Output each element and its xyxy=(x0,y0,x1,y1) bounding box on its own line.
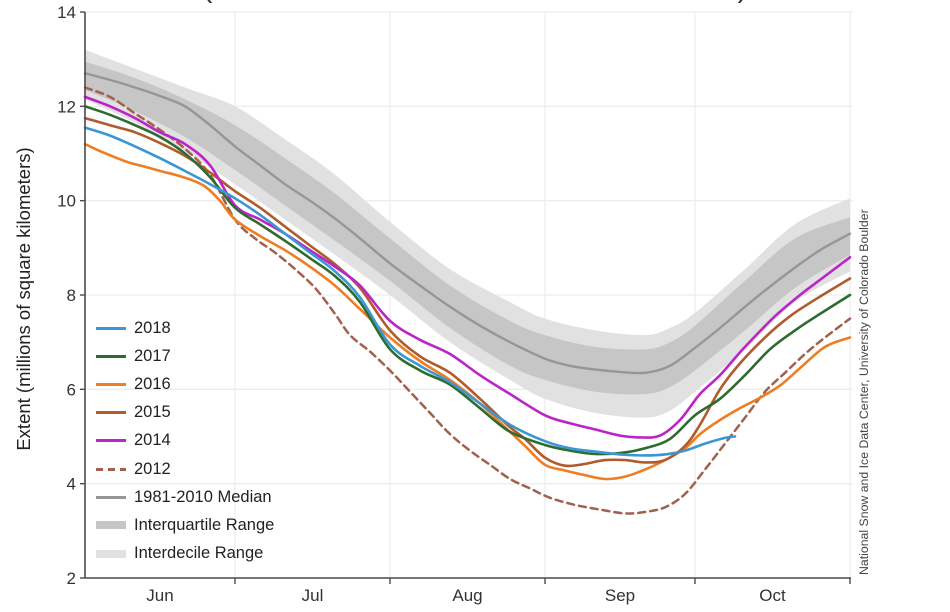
legend-item-2012[interactable]: 2012 xyxy=(96,455,274,483)
series-2017-line[interactable] xyxy=(83,105,852,456)
legend-label-2014: 2014 xyxy=(134,431,171,450)
legend-swatch-2016 xyxy=(96,382,126,386)
interdecile-band xyxy=(85,49,850,418)
y-tick-label: 4 xyxy=(67,475,76,494)
legend-swatch-2018 xyxy=(96,326,126,330)
attribution-text: National Snow and Ice Data Center, Unive… xyxy=(857,209,871,575)
series-2018-line[interactable] xyxy=(83,126,737,457)
legend-swatch-median xyxy=(96,495,126,499)
y-tick-label: 14 xyxy=(57,3,76,22)
legend-item-median[interactable]: 1981-2010 Median xyxy=(96,483,274,511)
legend-label-iqr: Interquartile Range xyxy=(134,515,275,534)
legend-swatch-2017 xyxy=(96,354,126,358)
x-tick-label-aug: Aug xyxy=(452,586,482,605)
y-tick-label: 6 xyxy=(67,380,76,399)
y-tick-label: 8 xyxy=(67,286,76,305)
chart-title-clipped: (Area of ocean with at least 15% sea ice… xyxy=(0,0,950,3)
legend-item-2017[interactable]: 2017 xyxy=(96,342,274,370)
legend-swatch-2012 xyxy=(96,467,126,471)
legend-swatch-idr xyxy=(96,549,126,558)
series-2014-line[interactable] xyxy=(83,95,852,439)
x-tick-label-jun: Jun xyxy=(146,586,173,605)
interquartile-band xyxy=(85,61,850,395)
legend-swatch-2015 xyxy=(96,411,126,415)
legend-label-idr: Interdecile Range xyxy=(134,544,264,563)
legend-label-2017: 2017 xyxy=(134,346,171,365)
legend-label-2018: 2018 xyxy=(134,318,171,337)
legend-label-median: 1981-2010 Median xyxy=(134,487,272,506)
y-tick-label: 12 xyxy=(57,97,76,116)
legend-label-2015: 2015 xyxy=(134,403,171,422)
y-tick-label: 10 xyxy=(57,192,76,211)
legend: 2018 2017 2016 2015 2014 2012 1981-2010 Median… xyxy=(96,314,274,568)
legend-item-2014[interactable]: 2014 xyxy=(96,427,274,455)
series-1981-2010-median-line[interactable] xyxy=(83,72,852,375)
y-tick-label: 2 xyxy=(67,569,76,588)
legend-item-iqr[interactable]: Interquartile Range xyxy=(96,511,274,539)
legend-swatch-2014 xyxy=(96,439,126,443)
legend-label-2016: 2016 xyxy=(134,374,171,393)
x-tick-label-oct: Oct xyxy=(759,586,786,605)
legend-item-2016[interactable]: 2016 xyxy=(96,370,274,398)
legend-label-2012: 2012 xyxy=(134,459,171,478)
legend-item-2018[interactable]: 2018 xyxy=(96,314,274,342)
legend-item-2015[interactable]: 2015 xyxy=(96,399,274,427)
x-tick-label-sep: Sep xyxy=(605,586,635,605)
legend-swatch-iqr xyxy=(96,521,126,530)
x-tick-label-jul: Jul xyxy=(302,586,324,605)
legend-item-idr[interactable]: Interdecile Range xyxy=(96,540,274,568)
